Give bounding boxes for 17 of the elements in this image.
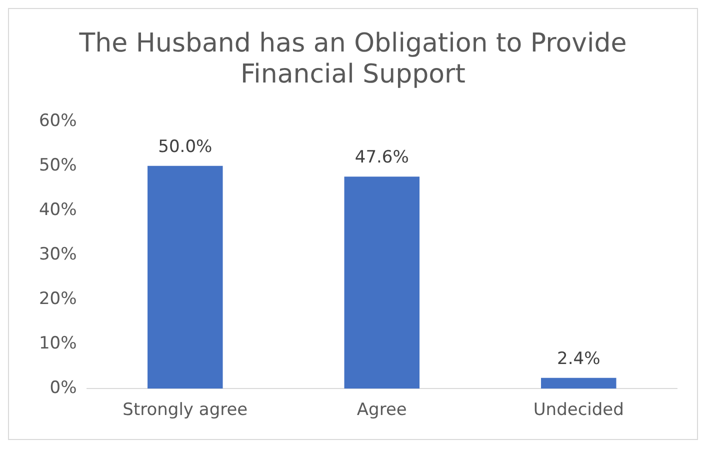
x-tick-label: Undecided — [533, 400, 624, 420]
y-tick-label: 30% — [38, 244, 77, 264]
y-tick-label: 20% — [38, 288, 77, 309]
data-label: 47.6% — [354, 148, 409, 168]
x-tick-label: Strongly agree — [122, 400, 248, 420]
y-tick-label: 40% — [38, 200, 77, 220]
bar — [148, 166, 223, 389]
x-tick-label: Agree — [356, 400, 407, 420]
data-label: 50.0% — [158, 136, 212, 157]
y-tick-label: 50% — [38, 155, 77, 176]
bar — [541, 378, 616, 389]
chart-title: The Husband has an Obligation to Provide Financial Support — [78, 28, 627, 90]
y-tick-label: 10% — [38, 333, 77, 354]
y-tick-label: 0% — [50, 378, 77, 398]
data-label: 2.4% — [557, 348, 600, 369]
y-tick-label: 60% — [38, 110, 77, 131]
bar — [344, 176, 420, 389]
